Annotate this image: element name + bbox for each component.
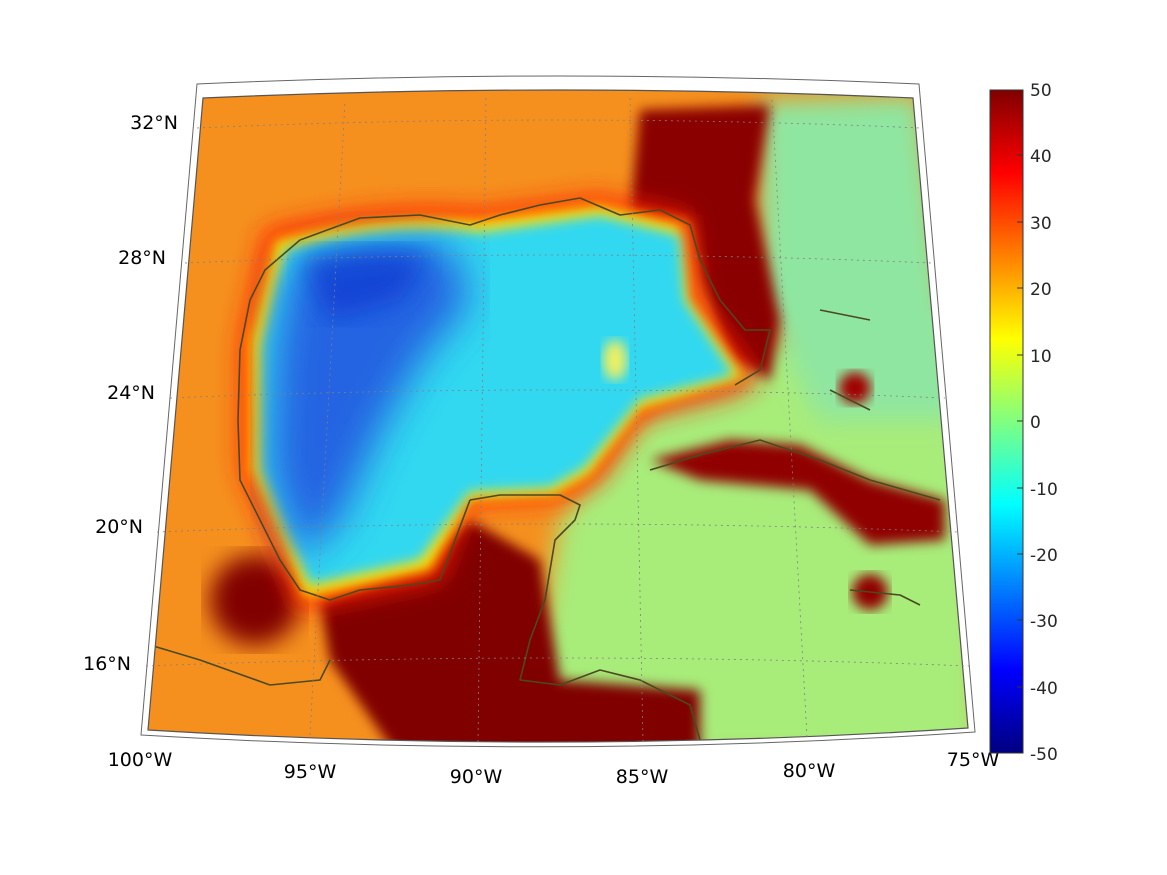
- colorbar: 50 40 30 20 10 0 -10 -20 -30 -40 -50: [989, 81, 1058, 765]
- cuba-warm-zone: [650, 440, 945, 545]
- lat-label: 20°N: [95, 516, 143, 538]
- lon-label: 75°W: [947, 749, 1000, 771]
- colorbar-tick-label: 10: [1030, 347, 1052, 367]
- lat-label: 32°N: [130, 112, 178, 134]
- colorbar-tick-label: -30: [1030, 612, 1058, 632]
- lat-label: 16°N: [83, 653, 131, 675]
- colorbar-tick-label: 0: [1030, 413, 1041, 433]
- florida-warm-zone: [630, 105, 780, 380]
- lon-label: 80°W: [783, 760, 836, 782]
- lon-label: 95°W: [284, 761, 337, 783]
- lon-label: 85°W: [616, 766, 669, 788]
- lon-label: 90°W: [450, 766, 503, 788]
- colorbar-tick-label: 40: [1030, 147, 1052, 167]
- map-frame: [147, 89, 969, 743]
- colorbar-tick-label: -40: [1030, 679, 1058, 699]
- lon-label: 100°W: [108, 749, 173, 771]
- colorbar-tick-label: 30: [1030, 214, 1052, 234]
- lat-label: 28°N: [118, 247, 166, 269]
- latitude-labels: 32°N 28°N 24°N 20°N 16°N: [83, 112, 178, 675]
- deep-basin: [270, 242, 470, 560]
- colorbar-tick-label: -20: [1030, 546, 1058, 566]
- graticule: [145, 95, 970, 743]
- colorbar-tick-label: 20: [1030, 280, 1052, 300]
- lat-label: 24°N: [107, 382, 155, 404]
- map-field: [148, 90, 968, 743]
- colorbar-tick-label: -50: [1030, 745, 1058, 765]
- colorbar-tick-label: -10: [1030, 480, 1058, 500]
- longitude-labels: 100°W 95°W 90°W 85°W 80°W 75°W: [108, 749, 1000, 788]
- colorbar-tick-label: 50: [1030, 81, 1052, 101]
- coastline: [149, 197, 941, 741]
